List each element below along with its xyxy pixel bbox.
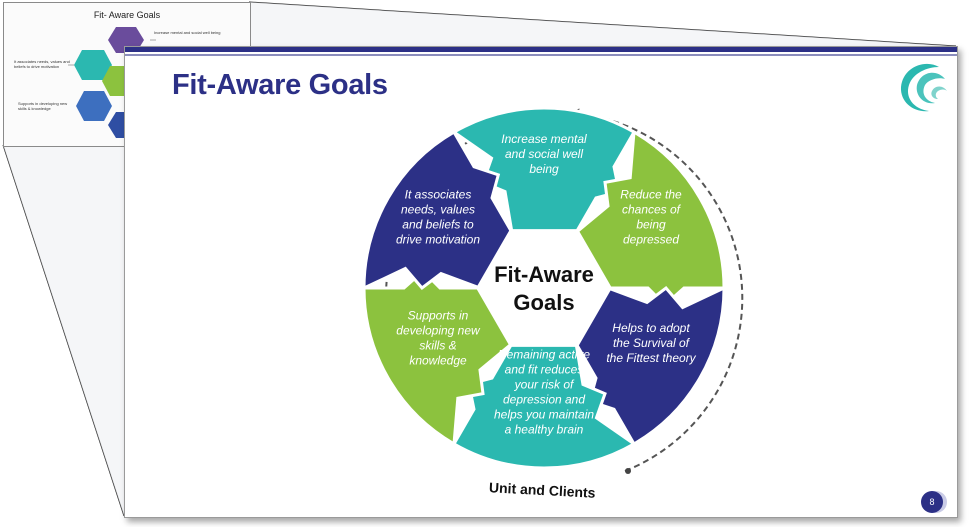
segment-label-upper-left: It associates needs, values and beliefs to… <box>396 188 480 247</box>
segment-label-bottom: Remaining active and fit reduces your risk… <box>494 348 594 437</box>
segment-label-upper-right: Reduce the chances of being depressed <box>620 188 682 247</box>
swirl-logo-icon <box>900 63 947 112</box>
segment-lower-left <box>362 268 514 447</box>
segment-label-top: Increase mental and social well being <box>501 132 587 176</box>
segment-bottom <box>451 341 637 470</box>
slide-title: Fit-Aware Goals <box>172 69 388 101</box>
center-hexagon <box>476 229 612 347</box>
segment-label-lower-right: Helps to adopt the Survival of the Fittest… <box>606 321 696 365</box>
footer-label: Unit and Clients <box>489 479 596 501</box>
main-slide[interactable]: Fit-Aware Goals Increase mental and socia… <box>124 46 958 518</box>
thumbnail-note-left-1: It associates needs, values and beliefs … <box>14 59 70 69</box>
slide-top-line <box>125 54 957 56</box>
thumbnail-title: Fit- Aware Goals <box>93 10 161 20</box>
segment-upper-right <box>574 129 726 308</box>
cycle-arrow-right <box>569 108 744 472</box>
cycle-dot-right <box>625 468 631 474</box>
page-number: 8 <box>921 491 943 513</box>
segment-label-lower-left: Supports in developing new skills & knowled… <box>396 309 481 368</box>
slide-top-bar <box>125 47 957 52</box>
goals-cycle-diagram: Increase mental and social well being Reduc… <box>362 106 744 501</box>
thumbnail-note-left-2: Supports in developing new skills & know… <box>18 101 68 111</box>
segment-lower-right <box>574 285 726 446</box>
thumbnail-note-top: Increase mental and social well being <box>154 30 221 35</box>
segment-upper-left <box>362 130 514 291</box>
center-label: Fit-Aware Goals <box>494 262 594 315</box>
